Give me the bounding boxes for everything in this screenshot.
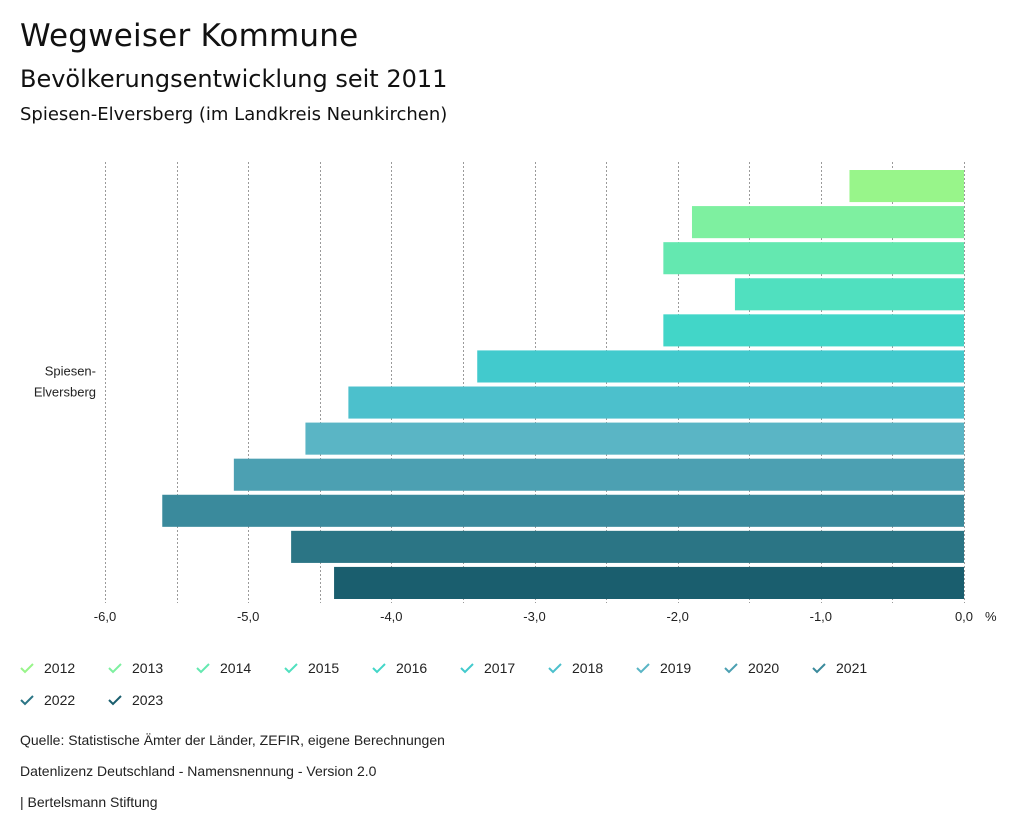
bar-2017	[477, 350, 964, 383]
source-note: Quelle: Statistische Ämter der Länder, Z…	[20, 732, 445, 748]
legend-item-2017[interactable]: 2017	[460, 660, 515, 676]
x-tick-label: 0,0	[955, 609, 973, 624]
bar-2018	[348, 386, 965, 419]
legend-label: 2018	[572, 660, 604, 676]
bar-2015	[734, 278, 964, 311]
bar-chart: -6,0 -5,0 -4,0 -3,0 -2,0 -1,0 0,0 % Spiesen- Elve…	[34, 162, 997, 624]
bar-2013	[691, 206, 964, 239]
license-note: Datenlizenz Deutschland - Namensnennung …	[20, 763, 377, 779]
legend-label: 2023	[132, 692, 164, 708]
category-label: Spiesen-	[45, 364, 96, 379]
legend-label: 2012	[44, 660, 76, 676]
checkmark-icon	[460, 663, 474, 674]
legend-label: 2022	[44, 692, 76, 708]
legend-label: 2016	[396, 660, 428, 676]
bar-2019	[305, 422, 964, 455]
checkmark-icon	[108, 695, 122, 706]
checkmark-icon	[636, 663, 650, 674]
legend-label: 2014	[220, 660, 252, 676]
bar-2023	[334, 566, 965, 599]
credit-note: | Bertelsmann Stiftung	[20, 794, 158, 810]
bar-2012	[849, 170, 964, 203]
legend-item-2016[interactable]: 2016	[372, 660, 427, 676]
checkmark-icon	[20, 663, 34, 674]
checkmark-icon	[548, 663, 562, 674]
bar-2016	[663, 314, 964, 347]
x-tick-label: -5,0	[237, 609, 259, 624]
bar-2021	[162, 494, 964, 527]
category-label: Elversberg	[34, 385, 96, 400]
legend-item-2013[interactable]: 2013	[108, 660, 163, 676]
legend-item-2014[interactable]: 2014	[196, 660, 251, 676]
legend-item-2021[interactable]: 2021	[812, 660, 867, 676]
x-tick-label: -4,0	[380, 609, 402, 624]
legend-item-2015[interactable]: 2015	[284, 660, 339, 676]
legend-label: 2020	[748, 660, 780, 676]
x-unit-label: %	[985, 609, 997, 624]
checkmark-icon	[108, 663, 122, 674]
x-tick-label: -3,0	[523, 609, 545, 624]
chart-subtitle: Bevölkerungsentwicklung seit 2011	[20, 65, 448, 93]
x-tick-label: -1,0	[810, 609, 832, 624]
legend-label: 2017	[484, 660, 516, 676]
bar-2022	[291, 530, 964, 563]
checkmark-icon	[20, 695, 34, 706]
legend-item-2020[interactable]: 2020	[724, 660, 779, 676]
legend-label: 2021	[836, 660, 868, 676]
x-tick-label: -2,0	[666, 609, 688, 624]
region-label: Spiesen-Elversberg (im Landkreis Neunkir…	[20, 104, 448, 125]
legend-item-2023[interactable]: 2023	[108, 692, 163, 708]
bar-2020	[233, 458, 965, 491]
checkmark-icon	[812, 663, 826, 674]
checkmark-icon	[724, 663, 738, 674]
x-tick-label: -6,0	[94, 609, 116, 624]
legend-label: 2013	[132, 660, 164, 676]
checkmark-icon	[196, 663, 210, 674]
checkmark-icon	[284, 663, 298, 674]
bar-2014	[663, 242, 964, 275]
legend-label: 2015	[308, 660, 340, 676]
legend-item-2018[interactable]: 2018	[548, 660, 603, 676]
legend-item-2022[interactable]: 2022	[20, 692, 75, 708]
page-title: Wegweiser Kommune	[20, 18, 359, 54]
legend-label: 2019	[660, 660, 692, 676]
checkmark-icon	[372, 663, 386, 674]
legend-item-2019[interactable]: 2019	[636, 660, 691, 676]
legend-item-2012[interactable]: 2012	[20, 660, 75, 676]
